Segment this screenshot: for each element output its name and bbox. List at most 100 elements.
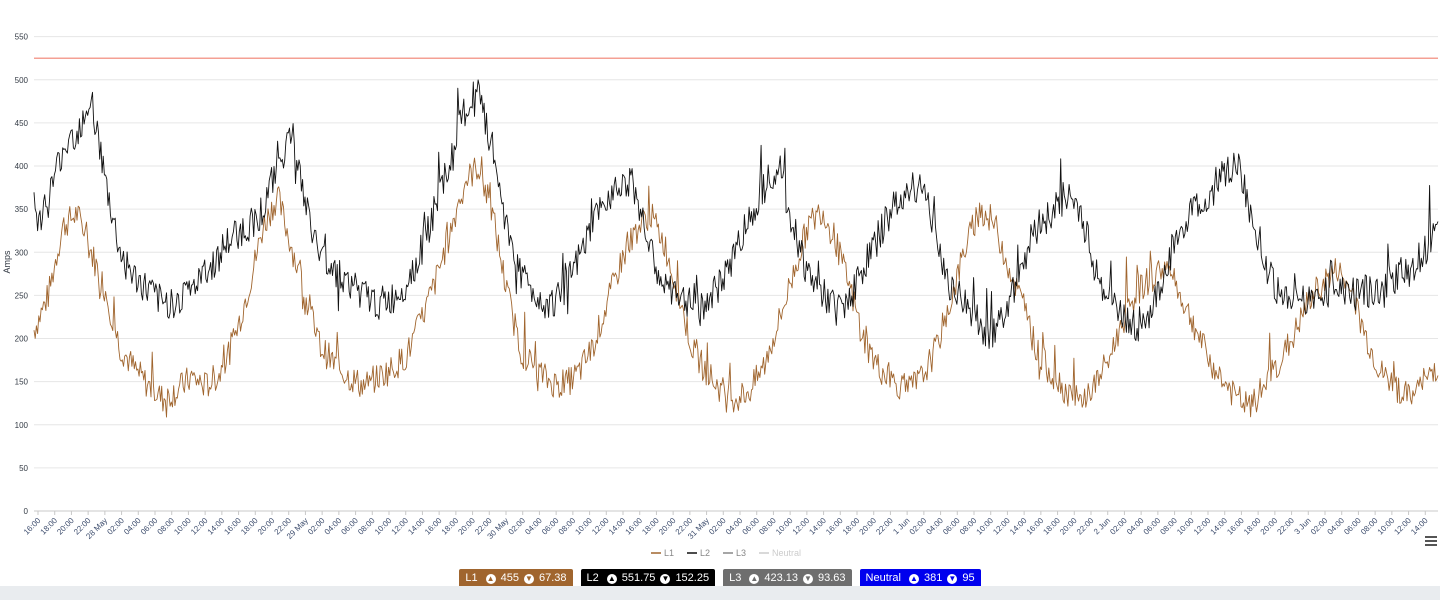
x-tick-label: 02:00 (1108, 516, 1129, 537)
x-tick-label: 10:00 (774, 516, 795, 537)
x-tick-label: 20:00 (456, 516, 477, 537)
y-tick-label: 350 (15, 205, 29, 214)
y-tick-label: 150 (15, 378, 29, 387)
legend-item-l2[interactable]: L2 (687, 548, 710, 558)
x-tick-label: 06:00 (741, 516, 762, 537)
x-tick-label: 04:00 (122, 516, 143, 537)
series-line-l1 (33, 156, 1439, 418)
x-tick-label: 16:00 (423, 516, 444, 537)
x-tick-label: 04:00 (1125, 516, 1146, 537)
x-tick-label: 12:00 (991, 516, 1012, 537)
x-tick-label: 12:00 (189, 516, 210, 537)
y-tick-label: 50 (19, 464, 28, 473)
x-tick-label: 18:00 (1041, 516, 1062, 537)
x-tick-label: 06:00 (1342, 516, 1363, 537)
x-tick-label: 12:00 (590, 516, 611, 537)
legend-item-neutral[interactable]: Neutral (759, 548, 801, 558)
x-tick-label: 14:00 (206, 516, 227, 537)
x-tick-label: 10:00 (1175, 516, 1196, 537)
badge-name: L2 (586, 572, 599, 584)
y-tick-label: 100 (15, 421, 29, 430)
x-tick-label: 18:00 (841, 516, 862, 537)
x-tick-label: 02:00 (507, 516, 528, 537)
x-tick-label: 16:00 (1025, 516, 1046, 537)
x-tick-label: 18:00 (39, 516, 60, 537)
badge-name: L1 (465, 572, 478, 584)
chart-menu-button[interactable] (1424, 534, 1438, 548)
arrow-down-icon: ▼ (803, 573, 813, 584)
y-tick-label: 500 (15, 76, 29, 85)
x-tick-label: 10:00 (975, 516, 996, 537)
x-tick-label: 18:00 (239, 516, 260, 537)
x-tick-label: 04:00 (323, 516, 344, 537)
x-tick-label: 10:00 (573, 516, 594, 537)
footer-strip (0, 586, 1440, 600)
badge-l1: L1 ▲ 455 ▼ 67.38 (459, 569, 573, 588)
badge-min: 67.38 (539, 572, 567, 584)
x-tick-label: 22:00 (874, 516, 895, 537)
badge-neutral: Neutral ▲ 381 ▼ 95 (859, 569, 981, 588)
x-tick-label: 08:00 (156, 516, 177, 537)
y-tick-label: 250 (15, 291, 29, 300)
stats-badges: L1 ▲ 455 ▼ 67.38 L2 ▲ 551.75 ▼ 152.25 L3… (0, 569, 1440, 588)
badge-max: 551.75 (621, 572, 656, 584)
legend-label: L1 (664, 548, 674, 558)
x-tick-label: 08:00 (1359, 516, 1380, 537)
x-tick-label: 14:00 (1209, 516, 1230, 537)
x-tick-label: 10:00 (172, 516, 193, 537)
legend-label: L3 (736, 548, 746, 558)
hamburger-icon-bar (1425, 544, 1437, 546)
x-tick-label: 08:00 (757, 516, 778, 537)
badge-min: 95 (962, 572, 975, 584)
legend-item-l1[interactable]: L1 (651, 548, 674, 558)
x-tick-label: 14:00 (807, 516, 828, 537)
badge-name: L3 (729, 572, 742, 584)
arrow-up-icon: ▲ (749, 573, 760, 584)
x-tick-label: 18:00 (640, 516, 661, 537)
x-tick-label: 10:00 (373, 516, 394, 537)
x-tick-label: 08:00 (557, 516, 578, 537)
badge-max: 423.13 (764, 572, 798, 584)
x-tick-label: 06:00 (139, 516, 160, 537)
arrow-down-icon: ▼ (660, 573, 671, 584)
x-tick-label: 22:00 (1075, 516, 1096, 537)
badge-max: 381 (924, 572, 943, 584)
x-tick-label: 08:00 (1158, 516, 1179, 537)
x-tick-label: 06:00 (339, 516, 360, 537)
legend-item-l3[interactable]: L3 (723, 548, 746, 558)
series-line-l2 (33, 79, 1439, 349)
arrow-down-icon: ▼ (524, 573, 534, 584)
x-tick-label: 02:00 (707, 516, 728, 537)
x-tick-label: 16:00 (624, 516, 645, 537)
y-axis-label: Amps (2, 250, 12, 274)
x-tick-label: 06:00 (1142, 516, 1163, 537)
x-tick-label: 16:00 (222, 516, 243, 537)
x-tick-label: 20:00 (1259, 516, 1280, 537)
x-tick-label: 02:00 (1309, 516, 1330, 537)
y-tick-label: 550 (15, 33, 29, 42)
x-tick-label: 16:00 (824, 516, 845, 537)
badge-l3: L3 ▲ 423.13 ▼ 93.63 (723, 569, 852, 588)
x-tick-label: 12:00 (1392, 516, 1413, 537)
x-tick-label: 12:00 (1192, 516, 1213, 537)
hamburger-icon-bar (1425, 540, 1437, 542)
arrow-up-icon: ▲ (606, 573, 617, 584)
x-tick-label: 04:00 (523, 516, 544, 537)
x-tick-label: 20:00 (858, 516, 879, 537)
x-tick-label: 16:00 (22, 516, 43, 537)
x-tick-label: 04:00 (724, 516, 745, 537)
arrow-up-icon: ▲ (909, 573, 919, 584)
badge-max: 455 (500, 572, 519, 584)
hamburger-icon (1425, 536, 1437, 538)
x-tick-label: 18:00 (1242, 516, 1263, 537)
x-tick-label: 04:00 (1326, 516, 1347, 537)
badge-min: 152.25 (675, 572, 710, 584)
x-tick-label: 02:00 (908, 516, 929, 537)
x-tick-label: 14:00 (406, 516, 427, 537)
x-tick-label: 02:00 (306, 516, 327, 537)
y-tick-label: 300 (15, 248, 29, 257)
arrow-up-icon: ▲ (485, 573, 496, 584)
x-tick-label: 22:00 (1275, 516, 1296, 537)
x-tick-label: 04:00 (924, 516, 945, 537)
